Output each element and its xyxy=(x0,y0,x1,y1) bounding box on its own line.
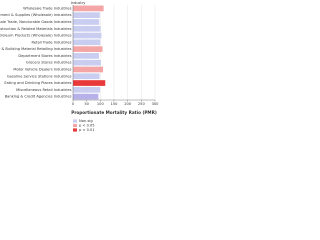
bar xyxy=(73,25,101,32)
legend-label: Non-sig xyxy=(79,119,93,123)
bar xyxy=(73,19,100,25)
x-tick-label: 50 xyxy=(84,102,89,106)
y-tick-label: Construction & Related Materials Industr… xyxy=(0,27,72,31)
y-tick-label: Retail Trade Industries xyxy=(31,40,71,44)
bar xyxy=(73,53,99,59)
legend-label: p < 0.05 xyxy=(79,124,95,128)
y-tick-label: Wholesale Trade Industries xyxy=(23,6,72,10)
y-tick-label: Grocery Stores Industries xyxy=(26,61,72,65)
legend-swatch xyxy=(73,119,77,123)
chart-title: Industry xyxy=(71,1,87,5)
y-tick-label: Machinery, Equipment & Supplies (Wholesa… xyxy=(0,13,72,17)
x-tick-label: 100 xyxy=(97,102,105,106)
bar xyxy=(73,5,104,12)
y-tick-label: Wholesale Trade, Nondurable Goods Indust… xyxy=(0,20,72,24)
y-tick-label: Eating and Drinking Places Industries xyxy=(4,81,71,85)
x-axis-title: Proportionate Mortality Ratio (PMR) xyxy=(71,110,157,115)
legend-label: p < 0.01 xyxy=(79,128,95,132)
bar xyxy=(73,39,101,46)
x-tick-label: 200 xyxy=(124,102,132,106)
x-tick-label: 0 xyxy=(72,102,75,106)
y-tick-label: Lumber & Building Material Retailing Ind… xyxy=(0,47,72,51)
y-tick-label: Petroleum Products (Wholesale) Industrie… xyxy=(0,34,72,38)
chart: Industry Proportionate Mortality Ratio (… xyxy=(0,1,160,132)
bar xyxy=(73,93,99,100)
bar xyxy=(73,66,104,73)
bar xyxy=(73,32,102,39)
page: {"chart_data": {"type": "hbar", "title":… xyxy=(0,1,160,132)
y-tick-label: Motor Vehicle Dealers Industries xyxy=(13,67,71,71)
bar xyxy=(73,80,106,86)
bar xyxy=(73,59,101,66)
y-tick-label: Banking & Credit Agencies Industries xyxy=(5,95,72,99)
bar xyxy=(73,46,103,52)
y-tick-label: Gasoline Service Stations Industries xyxy=(7,74,72,78)
y-tick-label: Department Stores Industries xyxy=(18,54,71,58)
y-tick-label: Miscellaneous Retail Industries xyxy=(16,88,71,92)
x-tick-label: 150 xyxy=(111,102,119,106)
x-tick-label: 250 xyxy=(138,102,146,106)
legend-swatch xyxy=(73,123,77,128)
bar xyxy=(73,12,100,19)
bar xyxy=(73,73,100,80)
bar xyxy=(73,86,101,93)
legend-swatch xyxy=(73,128,77,132)
x-tick-label: 300 xyxy=(152,102,160,106)
